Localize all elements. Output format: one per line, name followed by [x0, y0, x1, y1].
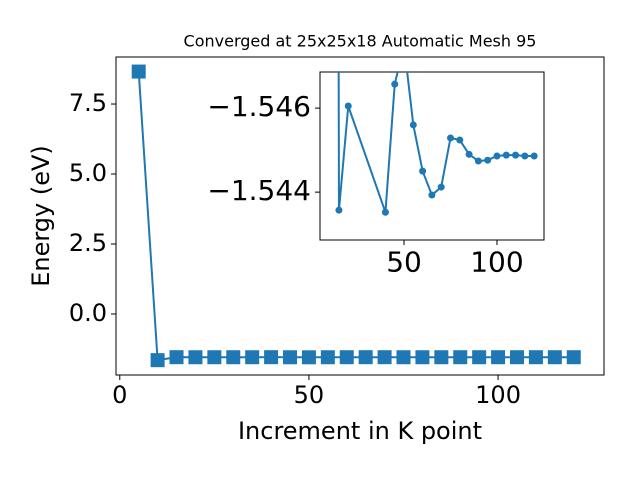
x-tick-label: 50: [294, 381, 325, 409]
marker: [188, 350, 203, 365]
marker: [528, 350, 543, 365]
marker: [344, 102, 352, 110]
marker: [320, 350, 335, 365]
marker: [264, 350, 279, 365]
marker: [415, 350, 430, 365]
marker: [493, 152, 501, 160]
y-tick-label: 7.5: [69, 89, 107, 117]
y-axis-label: Energy (eV): [27, 145, 55, 287]
chart-title: Converged at 25x25x18 Automatic Mesh 95: [184, 32, 537, 51]
series: [335, 72, 538, 216]
y-tick-label: 0.0: [69, 299, 107, 327]
marker: [419, 167, 427, 175]
marker: [396, 350, 411, 365]
marker: [131, 64, 146, 79]
marker: [456, 136, 464, 144]
marker: [446, 134, 454, 142]
marker: [521, 152, 529, 160]
marker: [437, 183, 445, 191]
y-tick-label: −1.544: [207, 174, 311, 207]
x-axis-label: Increment in K point: [238, 417, 482, 445]
marker: [226, 350, 241, 365]
marker: [301, 350, 316, 365]
marker: [150, 353, 165, 368]
marker: [381, 208, 389, 216]
marker: [339, 350, 354, 365]
y-tick-label: 2.5: [69, 229, 107, 257]
marker: [358, 350, 373, 365]
marker: [509, 350, 524, 365]
marker: [472, 350, 487, 365]
marker: [512, 151, 520, 159]
marker: [566, 350, 581, 365]
x-tick-label: 100: [470, 245, 523, 278]
series: [131, 64, 581, 368]
marker: [409, 121, 417, 129]
y-tick-label: −1.546: [207, 90, 311, 123]
x-tick-label: 0: [112, 381, 127, 409]
marker: [502, 151, 510, 159]
marker: [465, 150, 473, 158]
marker: [484, 156, 492, 164]
marker: [169, 350, 184, 365]
x-tick-label: 100: [475, 381, 521, 409]
marker: [335, 206, 343, 214]
marker: [377, 350, 392, 365]
marker: [283, 350, 298, 365]
marker: [245, 350, 260, 365]
marker: [474, 157, 482, 165]
marker: [530, 152, 538, 160]
marker: [207, 350, 222, 365]
marker: [391, 80, 399, 88]
marker: [428, 191, 436, 199]
marker: [491, 350, 506, 365]
marker: [547, 350, 562, 365]
x-tick-label: 50: [386, 245, 422, 278]
marker: [434, 350, 449, 365]
y-tick-label: 5.0: [69, 159, 107, 187]
marker: [453, 350, 468, 365]
